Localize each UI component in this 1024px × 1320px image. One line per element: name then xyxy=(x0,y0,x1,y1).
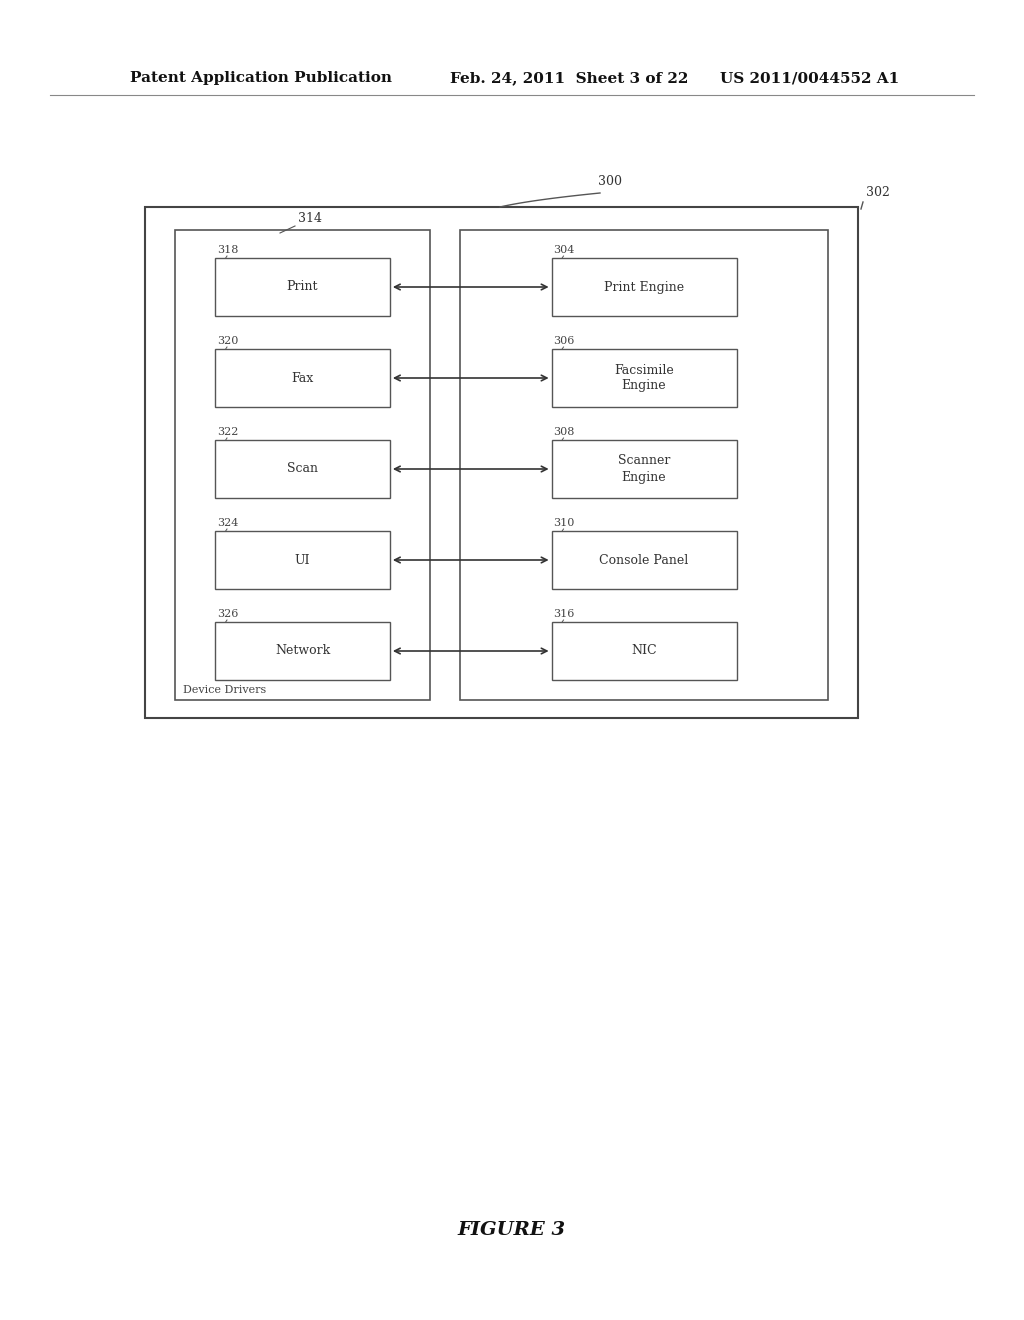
Text: 310: 310 xyxy=(554,517,574,528)
Text: Feb. 24, 2011  Sheet 3 of 22: Feb. 24, 2011 Sheet 3 of 22 xyxy=(450,71,688,84)
Text: UI: UI xyxy=(295,553,310,566)
Text: 308: 308 xyxy=(554,426,574,437)
Text: 314: 314 xyxy=(298,213,322,224)
Bar xyxy=(552,348,736,407)
Text: 306: 306 xyxy=(554,337,574,346)
Text: 302: 302 xyxy=(866,186,890,199)
Text: NIC: NIC xyxy=(631,644,656,657)
Bar xyxy=(175,230,430,700)
Bar xyxy=(215,622,390,680)
Text: Scan: Scan xyxy=(287,462,318,475)
Bar xyxy=(215,348,390,407)
Text: Console Panel: Console Panel xyxy=(599,553,688,566)
Bar xyxy=(552,440,736,498)
Text: 320: 320 xyxy=(217,337,239,346)
Text: FIGURE 3: FIGURE 3 xyxy=(458,1221,566,1239)
Text: Fax: Fax xyxy=(292,371,313,384)
Bar xyxy=(552,257,736,315)
Text: 322: 322 xyxy=(217,426,239,437)
Text: 324: 324 xyxy=(217,517,239,528)
Text: 318: 318 xyxy=(217,246,239,255)
Text: Device Drivers: Device Drivers xyxy=(183,685,266,696)
Text: 304: 304 xyxy=(554,246,574,255)
Bar xyxy=(552,531,736,589)
Text: Print Engine: Print Engine xyxy=(604,281,684,293)
Text: Scanner
Engine: Scanner Engine xyxy=(617,454,670,483)
Bar xyxy=(552,622,736,680)
Text: Print: Print xyxy=(287,281,318,293)
Bar xyxy=(145,207,858,718)
Text: Patent Application Publication: Patent Application Publication xyxy=(130,71,392,84)
Text: Facsimile
Engine: Facsimile Engine xyxy=(614,363,674,392)
Text: 316: 316 xyxy=(554,609,574,619)
Bar xyxy=(215,531,390,589)
Text: Network: Network xyxy=(274,644,330,657)
Bar xyxy=(460,230,828,700)
Bar xyxy=(215,257,390,315)
Text: US 2011/0044552 A1: US 2011/0044552 A1 xyxy=(720,71,899,84)
Text: 326: 326 xyxy=(217,609,239,619)
Text: 300: 300 xyxy=(598,176,622,187)
Bar xyxy=(215,440,390,498)
